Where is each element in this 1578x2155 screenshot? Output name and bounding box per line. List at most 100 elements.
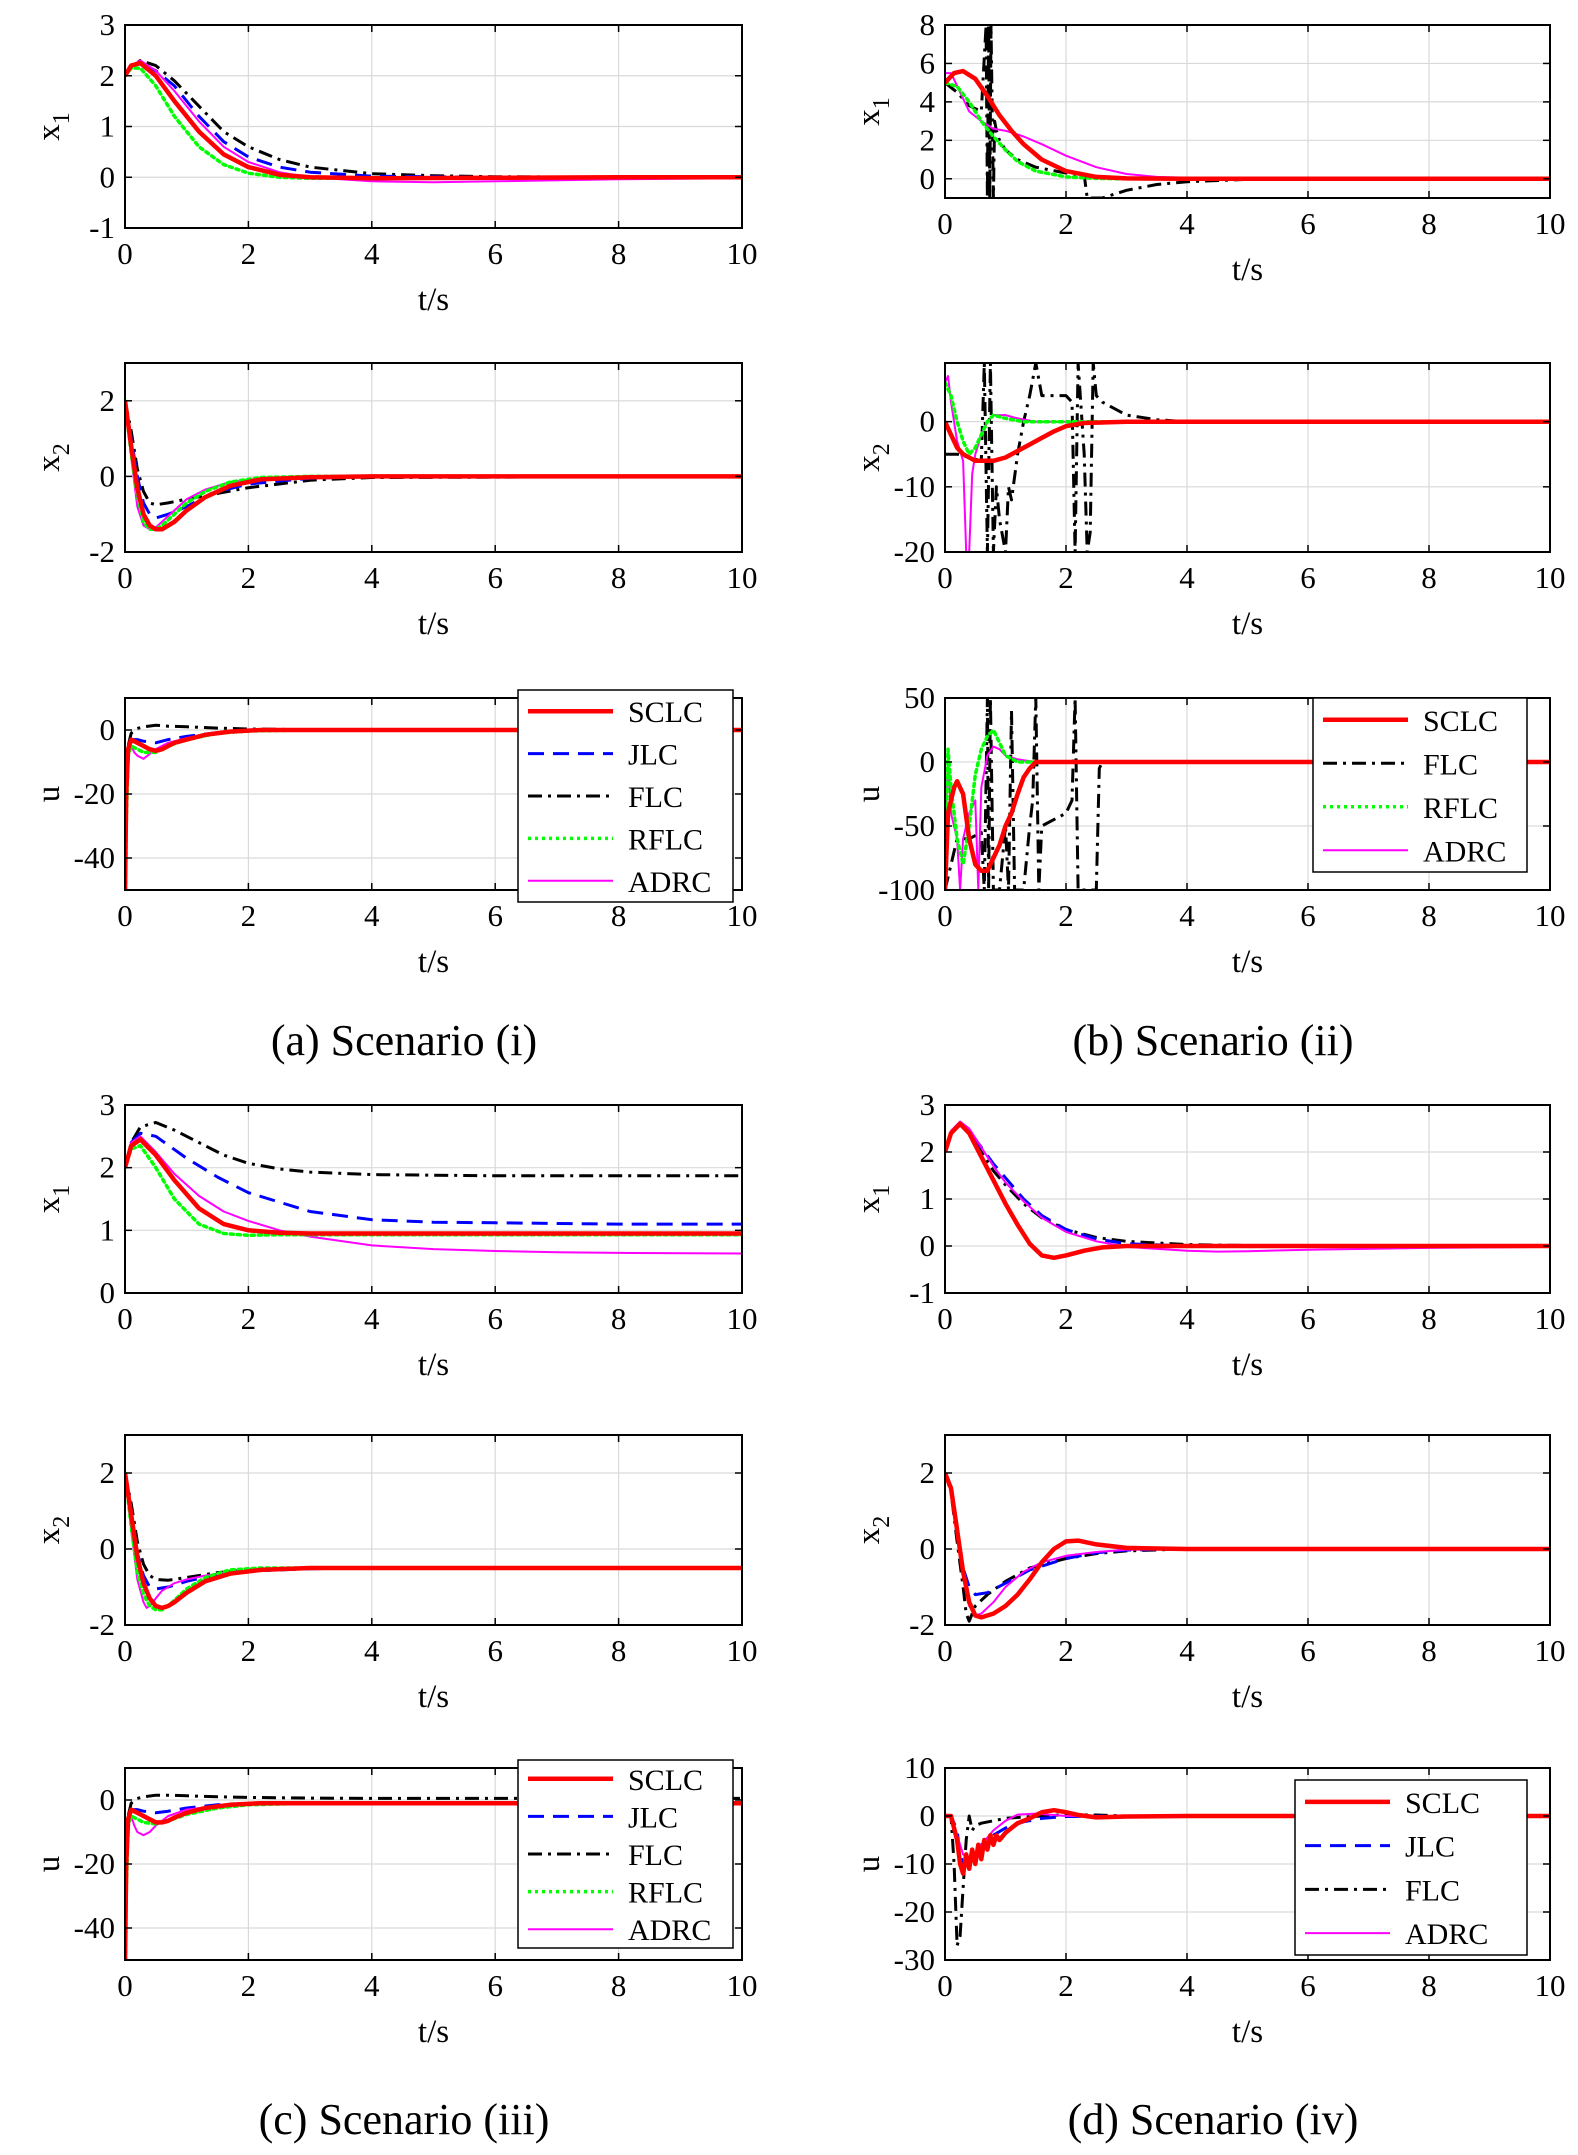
x-axis-label: t/s [418,606,449,642]
y-tick-label: 0 [100,1275,116,1310]
series-line-adrc [125,59,742,184]
y-tick-label: 0 [100,712,116,747]
legend-label-flc: FLC [1405,1874,1460,1907]
legend-label-sclc: SCLC [1405,1787,1480,1820]
x-tick-label: 0 [117,898,133,933]
legend-label-adrc: ADRC [1423,835,1506,868]
legend-label-adrc: ADRC [628,1914,711,1947]
y-tick-label: 4 [920,84,936,119]
chart-b-x2: 0 2 4 6 8 10 -20 -10 0 t/s x2 [851,362,1566,642]
plot-area [125,1435,742,1625]
x-tick-label: 2 [1058,898,1074,933]
y-tick-label: 6 [920,45,936,80]
x-tick-label: 0 [937,560,953,595]
plot-area [945,1435,1550,1625]
y-tick-label: -2 [89,1607,115,1642]
legend-label-rflc: RFLC [628,823,703,856]
y-tick-label: -100 [878,872,935,907]
x-tick-label: 2 [241,898,257,933]
x-tick-label: 6 [1300,898,1316,933]
legend: SCLC JLC FLC ADRC [1294,1779,1528,1956]
subcaption-a: (a) Scenario (i) [271,1016,537,1065]
y-tick-label: 1 [920,1181,936,1216]
y-tick-label: 0 [100,1782,116,1817]
y-axis-label: u [31,786,67,803]
series-line-sclc [125,1800,742,1960]
x-tick-label: 8 [611,898,627,933]
y-tick-label: 2 [920,1134,936,1169]
legend-box [517,689,734,903]
x-tick-label: 10 [1535,1968,1566,2003]
y-axis-label: x1 [31,1185,75,1214]
series-line-sclc [945,1121,1550,1261]
y-tick-label: 0 [920,1531,936,1566]
x-axis-label: t/s [418,2014,449,2050]
y-tick-label: -40 [74,1910,115,1945]
subcaption-c: (c) Scenario (iii) [259,2095,550,2144]
y-tick-label: 2 [920,1455,936,1490]
series-line-flc [125,400,742,507]
x-tick-label: 6 [487,898,503,933]
y-tick-label: -10 [894,1846,935,1881]
series-line-jlc [125,61,742,179]
y-tick-label: 0 [920,404,936,439]
plot-frame [944,24,1551,199]
y-axis-label: u [31,1856,67,1873]
x-tick-label: 10 [727,1968,758,2003]
y-tick-label: 2 [100,1455,116,1490]
x-tick-label: 2 [1058,206,1074,241]
x-axis-label: t/s [418,282,449,318]
x-tick-label: 6 [487,1633,503,1668]
legend-label-rflc: RFLC [628,1877,703,1910]
series-line-sclc [945,759,1550,890]
y-tick-label: 0 [920,744,936,779]
plot-area [125,363,742,552]
x-tick-label: 0 [937,1301,953,1336]
x-tick-label: 6 [1300,1301,1316,1336]
legend-label-sclc: SCLC [628,1764,703,1797]
plot-area [945,363,1550,552]
x-tick-label: 8 [1421,206,1437,241]
x-tick-label: 8 [611,1633,627,1668]
y-axis-label: x1 [851,97,895,126]
legend: SCLC FLC RFLC ADRC [1312,697,1528,873]
chart-c-u: 0 2 4 6 8 10 -40 -20 0 t/s u SCLC JLC FLC RFLC ADRC [31,1759,758,2050]
x-tick-label: 4 [1179,206,1195,241]
x-tick-label: 4 [364,1968,380,2003]
legend-label-sclc: SCLC [628,696,703,729]
y-axis-label: x2 [31,443,75,472]
y-tick-label: -20 [894,534,935,569]
x-tick-label: 2 [241,1633,257,1668]
x-tick-label: 4 [1179,898,1195,933]
x-tick-label: 8 [1421,1968,1437,2003]
x-tick-label: 8 [1421,560,1437,595]
y-tick-label: 1 [100,1212,116,1247]
plot-frame [124,1434,743,1626]
x-tick-label: 10 [1535,898,1566,933]
x-tick-label: 8 [611,1301,627,1336]
y-tick-label: -50 [894,808,935,843]
y-tick-label: 0 [920,1228,936,1263]
y-tick-label: 2 [100,1150,116,1185]
y-tick-label: -20 [894,1894,935,1929]
y-tick-label: -1 [89,210,115,245]
y-axis-label: u [851,1856,887,1873]
series-line-rflc [945,728,1550,890]
legend-label-adrc: ADRC [1405,1918,1488,1951]
x-tick-label: 2 [241,560,257,595]
x-tick-label: 8 [611,560,627,595]
x-tick-label: 8 [1421,1301,1437,1336]
series-line-flc [945,363,1550,552]
x-tick-label: 4 [364,898,380,933]
series-line-sclc [945,68,1550,182]
y-tick-label: -2 [909,1607,935,1642]
x-tick-label: 10 [1535,206,1566,241]
x-axis-label: t/s [1232,2014,1263,2050]
legend: SCLC JLC FLC RFLC ADRC [517,1759,734,1949]
y-tick-label: -20 [74,1846,115,1881]
x-tick-label: 4 [1179,560,1195,595]
